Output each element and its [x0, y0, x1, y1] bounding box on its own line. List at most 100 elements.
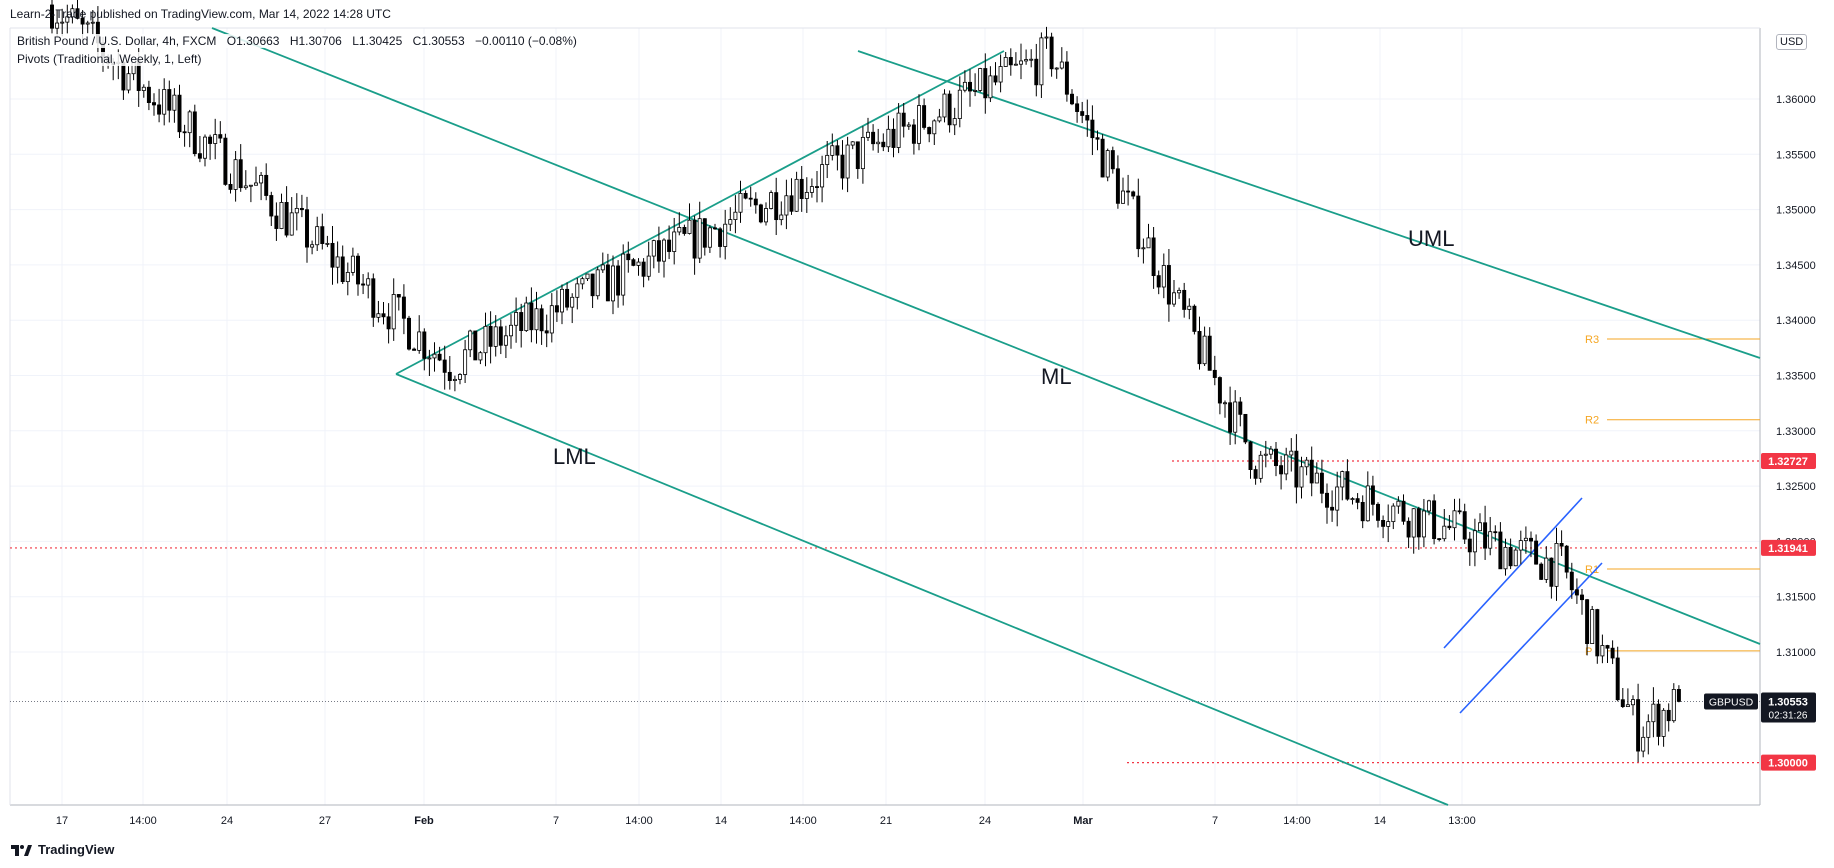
candle-body[interactable] [1671, 689, 1676, 722]
candle-body[interactable] [1197, 331, 1202, 365]
candle-body[interactable] [1136, 195, 1141, 250]
candle-body[interactable] [968, 81, 972, 92]
candle-body[interactable] [1274, 448, 1278, 467]
candle-body[interactable] [1090, 119, 1095, 139]
candle-body[interactable] [1325, 492, 1329, 508]
candle-body[interactable] [1488, 531, 1493, 549]
candle-body[interactable] [600, 264, 605, 271]
candle-body[interactable] [187, 111, 192, 134]
candle-body[interactable] [922, 105, 927, 128]
candle-body[interactable] [789, 195, 794, 212]
currency-button[interactable]: USD [1776, 34, 1808, 50]
candle-body[interactable] [1212, 369, 1217, 378]
candle-body[interactable] [1620, 699, 1625, 708]
candle-body[interactable] [294, 207, 299, 214]
candle-body[interactable] [815, 186, 819, 188]
candle-body[interactable] [1651, 703, 1656, 723]
candle-body[interactable] [1268, 448, 1273, 455]
candle-body[interactable] [718, 228, 723, 247]
candle-body[interactable] [896, 112, 901, 148]
candle-body[interactable] [289, 212, 294, 236]
candle-body[interactable] [1432, 500, 1437, 540]
candle-body[interactable] [667, 239, 672, 252]
candle-body[interactable] [692, 219, 697, 259]
candle-body[interactable] [1085, 115, 1090, 121]
candle-body[interactable] [1472, 530, 1477, 553]
candle-body[interactable] [498, 326, 503, 346]
candle-body[interactable] [1248, 441, 1253, 470]
candle-body[interactable] [243, 185, 248, 189]
candle-body[interactable] [672, 231, 677, 252]
candle-body[interactable] [1508, 546, 1513, 567]
candle-body[interactable] [876, 141, 881, 145]
candle-body[interactable] [1345, 471, 1350, 500]
candle-body[interactable] [1064, 61, 1069, 95]
candle-body[interactable] [172, 94, 177, 111]
candle-body[interactable] [361, 283, 366, 286]
candle-body[interactable] [1080, 111, 1085, 116]
candle-body[interactable] [55, 22, 60, 29]
candle-body[interactable] [299, 207, 304, 211]
candle-body[interactable] [320, 226, 325, 244]
candle-body[interactable] [1289, 450, 1294, 456]
candle-body[interactable] [662, 239, 666, 262]
candle-body[interactable] [886, 128, 891, 148]
candle-body[interactable] [1569, 571, 1574, 591]
candle-body[interactable] [549, 305, 554, 334]
candle-body[interactable] [1467, 538, 1472, 553]
candle-body[interactable] [182, 131, 187, 134]
time-axis[interactable]: 17 14:00 24 27 Feb 7 14:00 14 14:00 21 24 Mar 7 14:00… [56, 815, 1476, 827]
candle-body[interactable] [269, 195, 274, 217]
candle-body[interactable] [50, 4, 54, 29]
candle-body[interactable] [223, 137, 228, 185]
candle-body[interactable] [1172, 292, 1176, 305]
candle-body[interactable] [1462, 511, 1467, 540]
candle-body[interactable] [534, 308, 539, 331]
candle-body[interactable] [1126, 190, 1131, 193]
candle-body[interactable] [1442, 525, 1447, 540]
candle-body[interactable] [1304, 459, 1309, 468]
candle-body[interactable] [978, 68, 983, 91]
candle-body[interactable] [1284, 454, 1289, 475]
symbol-name[interactable]: British Pound / U.S. Dollar, 4h, FXCM [17, 34, 217, 48]
candle-body[interactable] [391, 294, 396, 330]
candle-body[interactable] [1279, 465, 1284, 475]
candle-body[interactable] [345, 271, 350, 283]
candle-body[interactable] [1452, 510, 1457, 529]
candle-body[interactable] [942, 93, 947, 118]
candle-body[interactable] [60, 21, 65, 24]
candle-body[interactable] [891, 128, 896, 148]
candle-body[interactable] [1034, 58, 1039, 86]
candle-body[interactable] [962, 81, 967, 91]
candle-body[interactable] [580, 278, 585, 285]
candle-body[interactable] [1299, 466, 1304, 488]
candle-body[interactable] [937, 116, 942, 122]
candle-body[interactable] [1029, 58, 1034, 61]
candle-body[interactable] [560, 288, 564, 313]
candle-body[interactable] [1263, 453, 1268, 456]
candle-body[interactable] [1059, 61, 1064, 69]
candle-body[interactable] [881, 141, 886, 148]
candle-body[interactable] [932, 120, 937, 135]
candle-body[interactable] [1676, 689, 1681, 702]
candle-body[interactable] [1182, 289, 1187, 310]
candle-body[interactable] [917, 105, 921, 144]
candle-body[interactable] [473, 330, 478, 361]
candle-body[interactable] [340, 256, 345, 283]
candle-body[interactable] [1309, 459, 1314, 484]
candle-body[interactable] [80, 17, 85, 25]
candle-body[interactable] [1024, 59, 1029, 62]
candle-body[interactable] [1381, 519, 1386, 527]
candle-body[interactable] [279, 202, 284, 229]
candle-body[interactable] [820, 164, 825, 188]
candle-body[interactable] [1631, 699, 1635, 706]
candle-body[interactable] [1600, 645, 1605, 657]
candle-body[interactable] [840, 154, 845, 179]
candle-body[interactable] [1019, 60, 1023, 65]
candle-body[interactable] [554, 305, 559, 313]
candle-body[interactable] [325, 242, 330, 245]
candle-body[interactable] [1554, 542, 1559, 587]
candle-body[interactable] [447, 371, 452, 381]
candle-body[interactable] [723, 223, 728, 247]
candle-body[interactable] [1498, 531, 1503, 570]
